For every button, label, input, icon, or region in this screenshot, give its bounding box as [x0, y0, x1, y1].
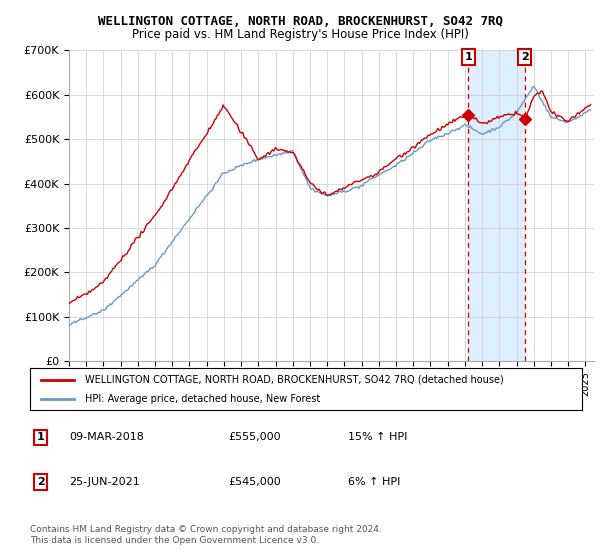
- Bar: [468, 50, 525, 361]
- Text: 25-JUN-2021: 25-JUN-2021: [69, 477, 140, 487]
- Text: £545,000: £545,000: [228, 477, 281, 487]
- Text: 15% ↑ HPI: 15% ↑ HPI: [348, 432, 407, 442]
- Text: 1: 1: [37, 432, 44, 442]
- Text: 6% ↑ HPI: 6% ↑ HPI: [348, 477, 400, 487]
- Text: WELLINGTON COTTAGE, NORTH ROAD, BROCKENHURST, SO42 7RQ (detached house): WELLINGTON COTTAGE, NORTH ROAD, BROCKENH…: [85, 375, 504, 385]
- Text: 2: 2: [521, 52, 529, 62]
- Text: £555,000: £555,000: [228, 432, 281, 442]
- Text: Price paid vs. HM Land Registry's House Price Index (HPI): Price paid vs. HM Land Registry's House …: [131, 28, 469, 41]
- Text: HPI: Average price, detached house, New Forest: HPI: Average price, detached house, New …: [85, 394, 320, 404]
- Text: 2: 2: [37, 477, 44, 487]
- Text: Contains HM Land Registry data © Crown copyright and database right 2024.
This d: Contains HM Land Registry data © Crown c…: [30, 525, 382, 545]
- Text: WELLINGTON COTTAGE, NORTH ROAD, BROCKENHURST, SO42 7RQ: WELLINGTON COTTAGE, NORTH ROAD, BROCKENH…: [97, 15, 503, 27]
- Text: 1: 1: [464, 52, 472, 62]
- Text: 09-MAR-2018: 09-MAR-2018: [69, 432, 144, 442]
